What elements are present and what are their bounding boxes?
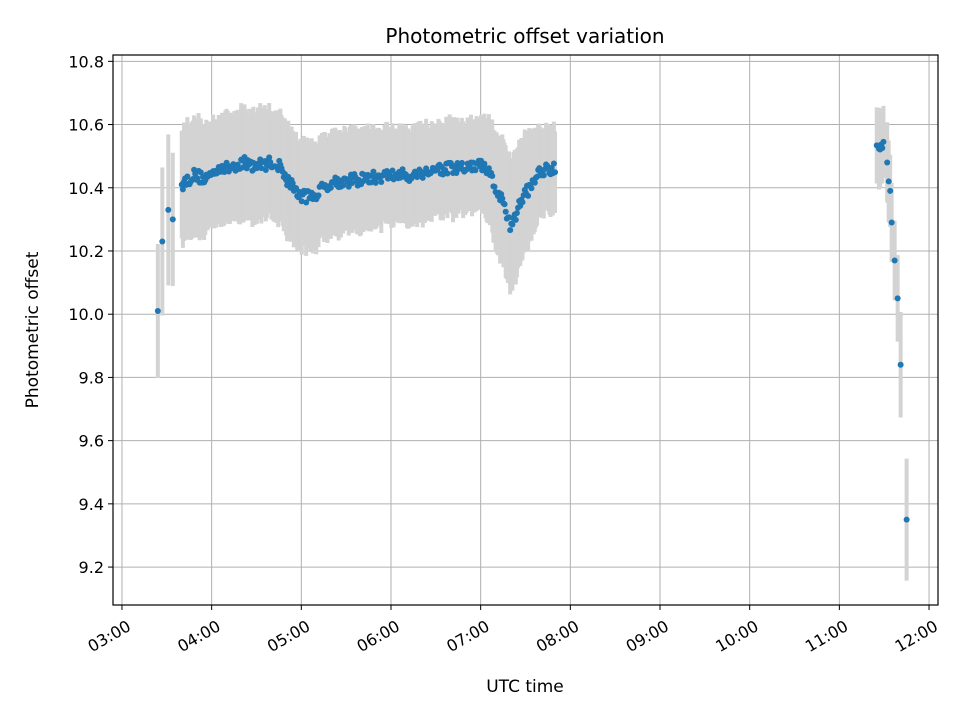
data-point [154,308,161,315]
data-point [879,144,886,151]
data-point [289,180,296,187]
data-point [444,170,451,177]
data-point [491,183,498,190]
y-tick-label: 10.4 [68,179,104,198]
data-point [327,184,334,191]
y-axis-label: Photometric offset [23,251,43,408]
data-point [880,138,887,145]
data-point [169,216,176,223]
data-point [888,219,895,226]
data-point [315,192,322,199]
data-point [552,169,559,176]
data-point [389,167,396,174]
data-point [340,182,347,189]
data-point [266,154,273,161]
data-point [501,201,508,208]
data-point [525,192,532,199]
data-point [439,171,446,178]
data-point [303,199,310,206]
data-point [370,168,377,175]
plot-frame [112,54,939,606]
y-axis: 9.2 9.4 9.6 9.8 10.0 10.2 10.4 10.6 10.8 [68,52,113,577]
data-point [372,179,379,186]
y-tick-label: 9.6 [79,432,104,451]
data-point [885,178,892,185]
data-point [891,257,898,264]
data-point [258,165,265,172]
data-point [472,167,479,174]
data-point [894,295,901,302]
data-point [531,179,538,186]
data-point [550,160,557,167]
y-tick-label: 10.8 [68,52,104,71]
data-point [159,238,166,245]
data-point [165,206,172,213]
x-axis-label: UTC time [486,677,564,697]
data-point [378,179,385,186]
data-point [513,209,520,216]
data-point [179,186,186,193]
data-point [414,174,421,181]
y-tick-label: 10.2 [68,242,104,261]
data-points [154,138,910,523]
data-point [507,227,514,234]
data-point [485,165,492,172]
data-point [267,159,274,166]
data-point [506,214,513,221]
data-point [197,169,204,176]
chart-title: Photometric offset variation [385,24,664,48]
data-point [887,187,894,194]
data-point [512,216,519,223]
data-point [502,208,509,215]
data-point [499,195,506,202]
data-point [540,172,547,179]
y-tick-label: 9.4 [79,495,104,514]
data-point [458,159,465,166]
data-point [528,185,535,192]
data-point [399,166,406,173]
data-point [519,199,526,206]
data-point [509,221,516,228]
data-point [903,516,910,523]
data-point [221,168,228,175]
data-point [884,159,891,166]
data-point [897,361,904,368]
data-point [184,173,191,180]
y-tick-label: 10.6 [68,116,104,135]
y-tick-label: 9.2 [79,558,104,577]
y-tick-label: 10.0 [68,305,104,324]
data-point [489,172,496,179]
data-point [419,174,426,181]
y-tick-label: 9.8 [79,368,104,387]
